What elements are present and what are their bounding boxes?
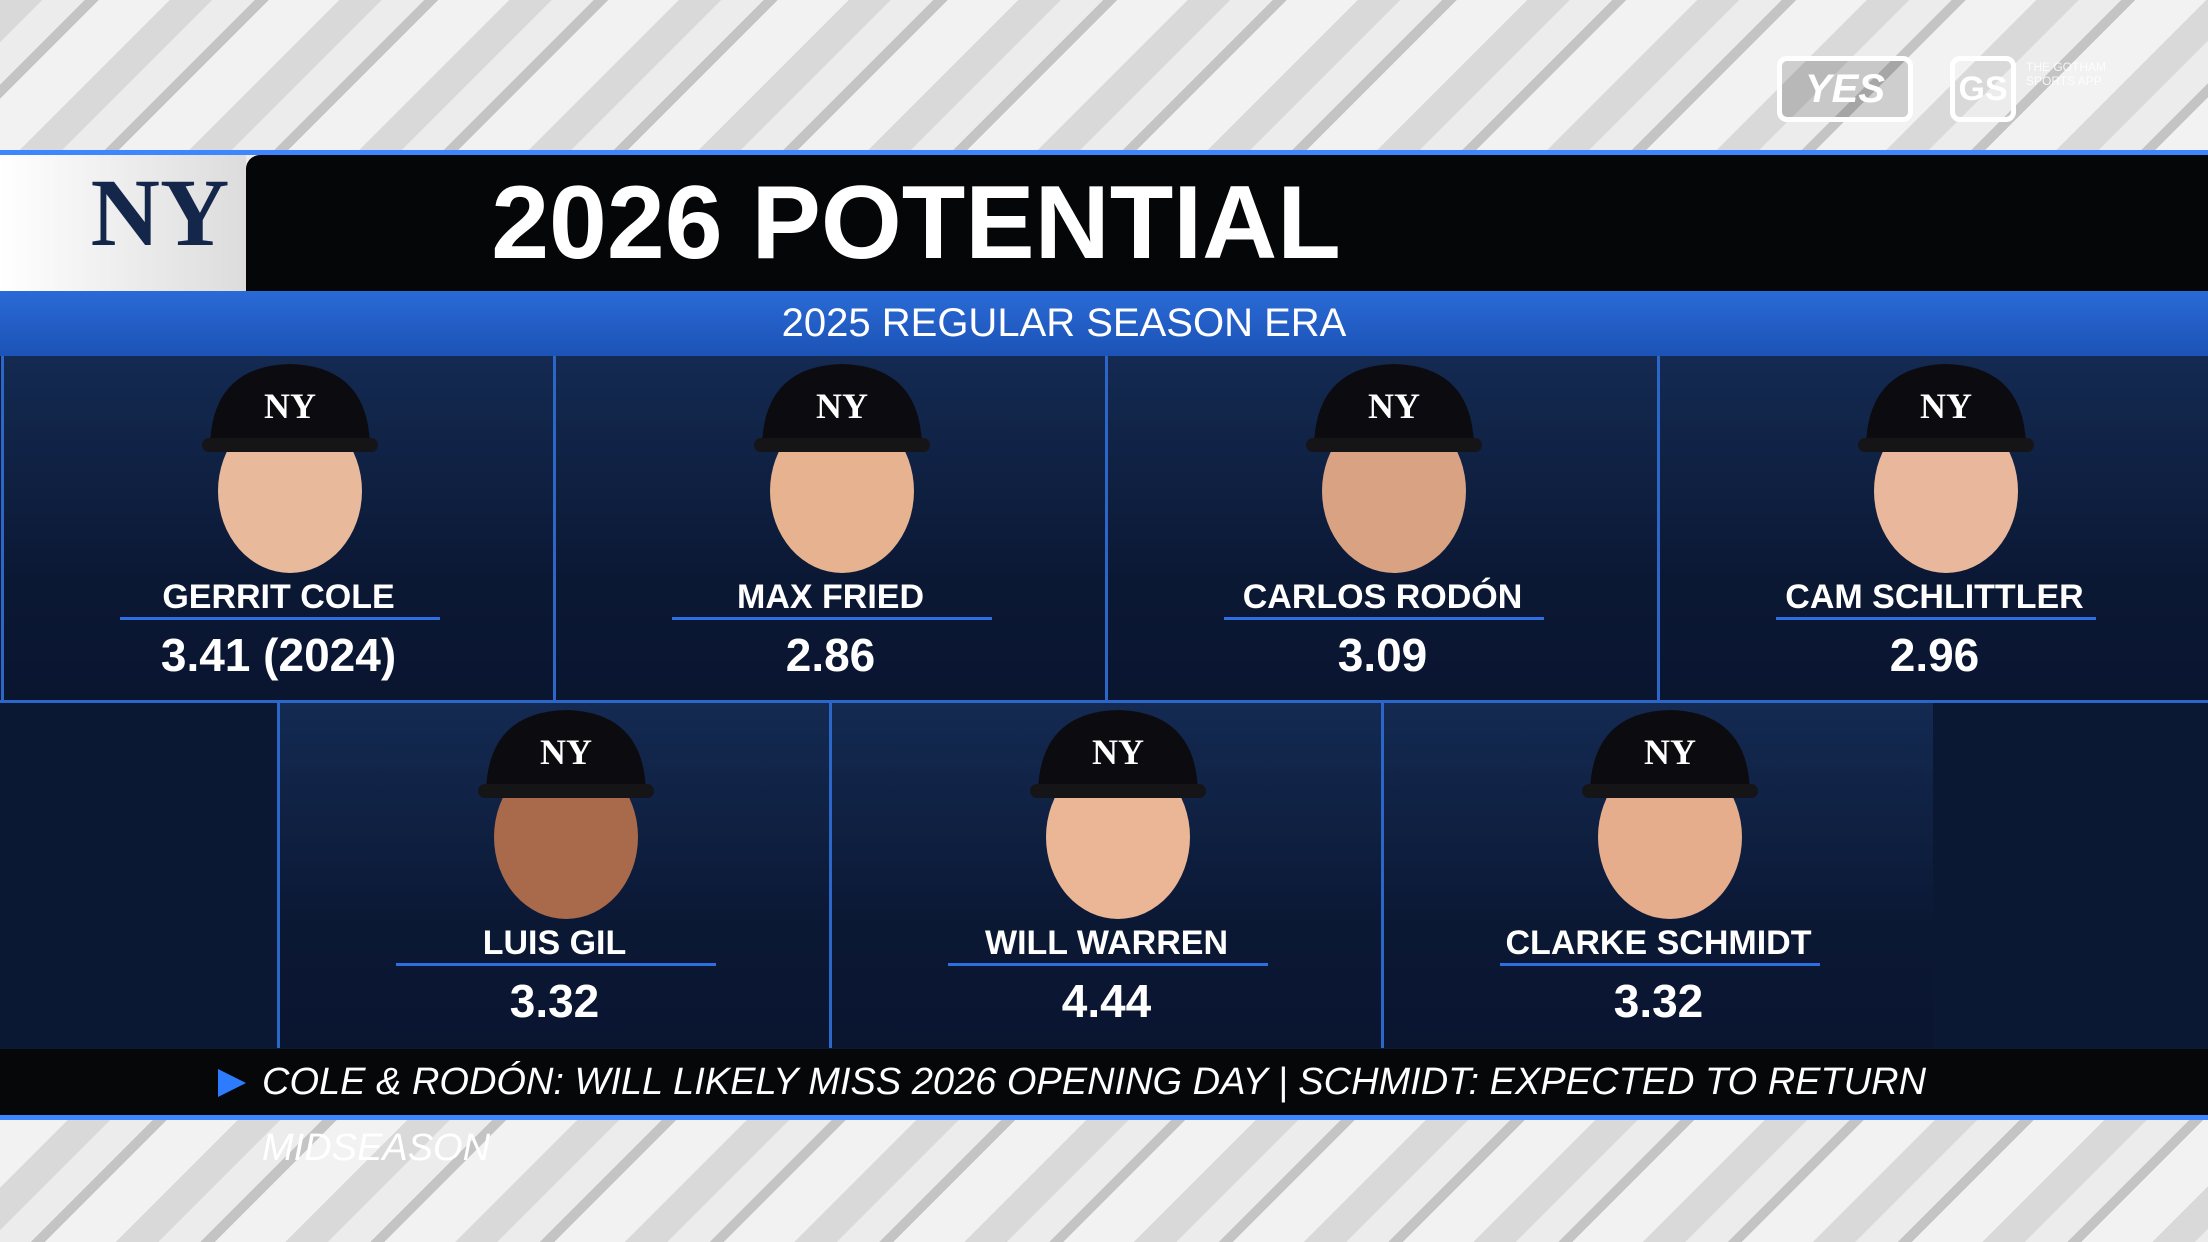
player-name: CARLOS RODÓN <box>1242 578 1523 616</box>
player-card: NY LUIS GIL 3.32 <box>277 702 829 1048</box>
name-underline <box>120 617 440 620</box>
name-underline <box>672 617 992 620</box>
name-underline <box>1500 963 1820 966</box>
name-underline <box>396 963 716 966</box>
player-photo: NY <box>1582 710 1758 919</box>
name-underline <box>1224 617 1544 620</box>
svg-text:NY: NY <box>1092 732 1144 772</box>
player-photo: NY <box>1306 364 1482 573</box>
name-underline <box>948 963 1268 966</box>
name-underline <box>1776 617 2096 620</box>
player-grid: NY GERRIT COLE 3.41 (2024) NY MAX FRIED 2.86… <box>0 356 2208 1049</box>
footer-note: COLE & RODÓN: WILL LIKELY MISS 2026 OPEN… <box>262 1061 1927 1169</box>
player-photo: NY <box>202 364 378 573</box>
title: 2026 POTENTIAL ROTATION <box>491 165 1341 417</box>
subtitle: 2025 REGULAR SEASON ERA <box>0 291 2208 356</box>
player-photo: NY <box>478 710 654 919</box>
logo-box: NY <box>0 155 246 291</box>
player-name: CAM SCHLITTLER <box>1785 578 2084 616</box>
title-band <box>246 155 2208 291</box>
player-card: NY WILL WARREN 4.44 <box>829 702 1381 1048</box>
player-name: CLARKE SCHMIDT <box>1505 924 1812 962</box>
svg-text:NY: NY <box>540 732 592 772</box>
player-era: 4.44 <box>1061 975 1152 1027</box>
team-logo: NY <box>91 159 230 266</box>
player-era: 2.96 <box>1889 629 1980 681</box>
player-photo: NY <box>1858 364 2034 573</box>
row-divider <box>0 700 2208 703</box>
network-logo: YES <box>1777 56 1913 122</box>
player-card: NY GERRIT COLE 3.41 (2024) <box>1 356 553 702</box>
player-name: WILL WARREN <box>984 924 1228 962</box>
svg-text:NY: NY <box>1644 732 1696 772</box>
svg-text:NY: NY <box>1368 386 1420 426</box>
player-photo: NY <box>754 364 930 573</box>
player-card: NY CLARKE SCHMIDT 3.32 <box>1381 702 1933 1048</box>
svg-text:NY: NY <box>91 159 230 266</box>
app-logo: GS <box>1950 56 2016 122</box>
footer-band: COLE & RODÓN: WILL LIKELY MISS 2026 OPEN… <box>0 1049 2208 1169</box>
svg-text:NY: NY <box>264 386 316 426</box>
player-photo: NY <box>1030 710 1206 919</box>
player-era: 2.86 <box>785 629 876 681</box>
player-era: 3.32 <box>1613 975 1704 1027</box>
top-accent <box>0 150 2208 155</box>
svg-text:NY: NY <box>1920 386 1972 426</box>
player-name: LUIS GIL <box>482 924 627 962</box>
svg-text:NY: NY <box>816 386 868 426</box>
player-era: 3.41 (2024) <box>160 629 397 681</box>
player-card: NY MAX FRIED 2.86 <box>553 356 1105 702</box>
player-name: GERRIT COLE <box>162 578 395 616</box>
player-name: MAX FRIED <box>737 578 924 616</box>
player-card: NY CARLOS RODÓN 3.09 <box>1105 356 1657 702</box>
player-era: 3.09 <box>1337 629 1428 681</box>
bottom-accent <box>0 1115 2208 1120</box>
footer-arrow <box>218 1069 246 1097</box>
app-caption: THE GOTHAM SPORTS APP <box>2026 60 2106 88</box>
player-era: 3.32 <box>509 975 600 1027</box>
player-card: NY CAM SCHLITTLER 2.96 <box>1657 356 2208 702</box>
